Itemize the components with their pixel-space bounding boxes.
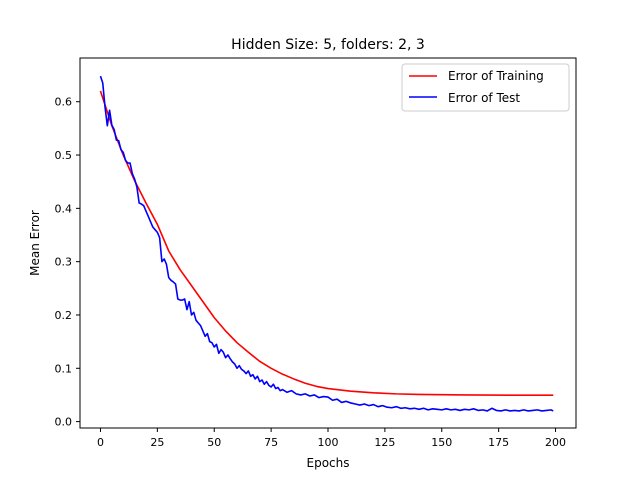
series-line-training <box>99 90 554 397</box>
tick-layer: 0 25 50 75 100 125 150 175 200 0.0 0.1 0.2 0.3 0.4 0.5… <box>55 96 567 449</box>
x-tick-label: 50 <box>207 436 221 449</box>
y-tick-label: 0.3 <box>55 256 73 269</box>
legend-label-training: Error of Training <box>448 69 544 83</box>
series-layer <box>99 75 554 412</box>
x-tick-label: 75 <box>264 436 278 449</box>
legend: Error of Training Error of Test <box>401 63 570 112</box>
x-axis-label: Epochs <box>307 456 350 470</box>
x-tick-label: 0 <box>97 436 104 449</box>
x-tick-label: 125 <box>374 436 395 449</box>
x-tick-label: 175 <box>488 436 509 449</box>
x-tick-label: 150 <box>431 436 452 449</box>
series-line-test <box>99 75 554 412</box>
y-tick-label: 0.2 <box>55 309 73 322</box>
y-axis-label: Mean Error <box>28 210 42 276</box>
y-tick-label: 0.0 <box>55 416 73 429</box>
y-tick-label: 0.6 <box>55 96 73 109</box>
chart-title: Hidden Size: 5, folders: 2, 3 <box>231 37 425 53</box>
legend-box <box>401 63 570 112</box>
x-tick-label: 25 <box>150 436 164 449</box>
y-tick-label: 0.1 <box>55 362 73 375</box>
legend-label-test: Error of Test <box>448 91 520 105</box>
y-tick-label: 0.5 <box>55 149 73 162</box>
x-tick-label: 100 <box>318 436 339 449</box>
x-tick-label: 200 <box>545 436 566 449</box>
y-tick-label: 0.4 <box>55 202 73 215</box>
